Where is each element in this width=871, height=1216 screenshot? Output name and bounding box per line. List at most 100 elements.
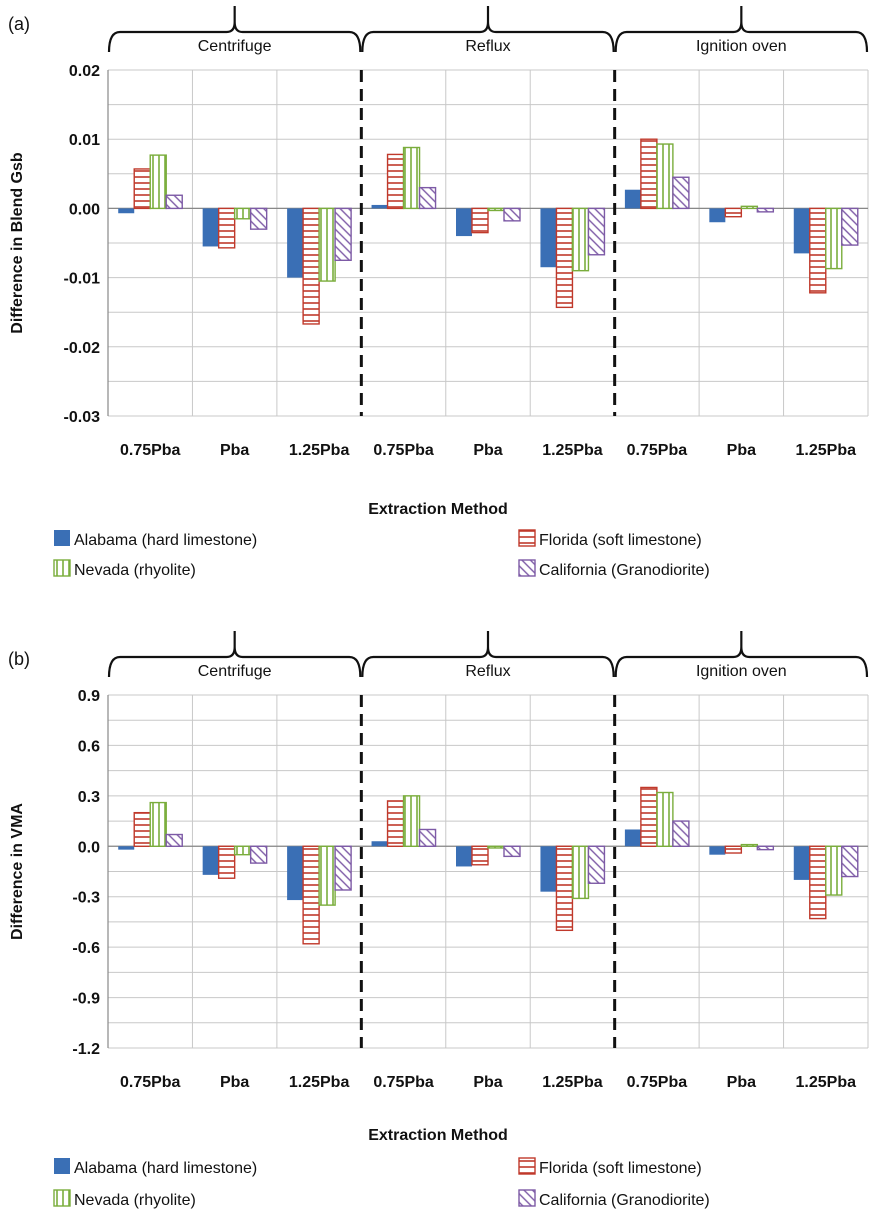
bar-florida-4 [471, 207, 489, 234]
bar-florida-5 [555, 845, 574, 932]
bar-florida-6 [640, 138, 658, 210]
group-label: Centrifuge [198, 38, 272, 55]
bar-florida-7 [724, 207, 743, 218]
bar-nevada-8 [825, 845, 843, 896]
bar-california-3 [418, 828, 437, 847]
group-label: Centrifuge [198, 663, 272, 680]
legend-swatch [518, 559, 536, 577]
panel-label: (b) [8, 649, 30, 669]
group-label: Reflux [465, 663, 510, 680]
y-tick-label: -0.3 [72, 890, 100, 907]
bar-nevada-5 [571, 845, 590, 900]
bar-alabama-7 [709, 208, 726, 223]
y-tick-label: 0.3 [78, 789, 100, 806]
bar-nevada-1 [233, 845, 252, 856]
x-tick-label: Pba [727, 442, 756, 459]
bar-florida-8 [809, 845, 827, 920]
bar-alabama-0 [118, 846, 135, 850]
y-tick-label: 0.01 [69, 132, 100, 149]
x-tick-label: Pba [473, 442, 502, 459]
bar-california-0 [165, 833, 183, 847]
bar-alabama-4 [456, 846, 472, 867]
panel-label: (a) [8, 14, 30, 34]
bar-nevada-0 [149, 154, 167, 210]
x-tick-label: 1.25Pba [542, 1074, 603, 1091]
bar-nevada-2 [318, 207, 336, 282]
bar-florida-1 [217, 845, 236, 879]
bar-florida-6 [640, 786, 658, 847]
group-label: Ignition oven [696, 663, 787, 680]
x-tick-label: Pba [220, 1074, 249, 1091]
bar-california-0 [165, 194, 183, 210]
bar-california-5 [587, 207, 606, 256]
bar-california-5 [587, 845, 606, 884]
bar-nevada-1 [233, 207, 252, 220]
bar-florida-0 [133, 811, 151, 847]
bar-nevada-3 [402, 146, 421, 210]
bar-florida-3 [386, 800, 405, 847]
bar-nevada-0 [149, 801, 167, 847]
bar-alabama-5 [540, 208, 557, 268]
x-tick-label: 1.25Pba [289, 1074, 350, 1091]
bar-nevada-6 [656, 143, 674, 210]
bar-nevada-3 [402, 795, 421, 847]
bar-florida-3 [386, 153, 405, 210]
bar-alabama-8 [793, 208, 810, 254]
x-tick-label: Pba [473, 1074, 502, 1091]
bar-nevada-5 [571, 207, 590, 272]
y-tick-label: -0.01 [64, 271, 101, 288]
bar-alabama-0 [118, 208, 135, 214]
bar-california-7 [756, 207, 775, 213]
legend-label: California (Granodiorite) [539, 562, 710, 579]
bar-california-6 [672, 820, 690, 847]
bar-california-8 [841, 207, 859, 246]
legend-swatch [518, 529, 536, 547]
bar-california-1 [249, 845, 268, 864]
x-tick-label: 0.75Pba [120, 442, 181, 459]
bar-california-2 [334, 845, 352, 891]
x-tick-label: 0.75Pba [627, 1074, 688, 1091]
bar-florida-7 [724, 845, 743, 854]
bar-nevada-7 [740, 843, 759, 847]
bar-alabama-3 [371, 204, 388, 209]
y-tick-label: 0.02 [69, 63, 100, 80]
x-tick-label: 1.25Pba [796, 1074, 857, 1091]
x-tick-label: 0.75Pba [373, 1074, 434, 1091]
bar-florida-8 [809, 207, 827, 294]
panel-b: (b) 0.9 0.6 0.3 0.0 -0.3 -0.6 -0.9 -1.2 Differenc… [8, 631, 869, 1209]
x-tick-label: 1.25Pba [542, 442, 603, 459]
x-tick-label: 0.75Pba [120, 1074, 181, 1091]
bar-alabama-6 [624, 829, 641, 847]
bar-alabama-7 [709, 846, 726, 855]
bar-florida-2 [302, 207, 320, 325]
legend-swatch [53, 559, 71, 577]
bar-alabama-1 [202, 846, 219, 875]
y-axis-label: Difference in VMA [9, 803, 26, 940]
y-tick-label: -0.02 [64, 340, 101, 357]
bar-alabama-3 [371, 841, 388, 847]
legend-swatch [518, 1189, 536, 1207]
bar-alabama-2 [287, 208, 304, 278]
bar-california-2 [334, 207, 352, 261]
bar-nevada-7 [740, 205, 759, 210]
legend-label: Nevada (rhyolite) [74, 562, 196, 579]
legend-label: Nevada (rhyolite) [74, 1192, 196, 1209]
bar-nevada-8 [825, 207, 843, 270]
y-tick-label: 0.0 [78, 839, 100, 856]
legend-swatch [54, 530, 70, 546]
x-tick-label: 0.75Pba [627, 442, 688, 459]
legend-swatch [518, 1157, 536, 1175]
legend-swatch [54, 1158, 70, 1174]
legend-label: Alabama (hard limestone) [74, 1160, 257, 1177]
bar-florida-4 [471, 845, 489, 866]
bar-alabama-4 [456, 208, 472, 237]
y-tick-label: -1.2 [72, 1041, 100, 1058]
bar-alabama-2 [287, 846, 304, 901]
legend-label: California (Granodiorite) [539, 1192, 710, 1209]
bar-california-6 [672, 176, 690, 210]
bar-florida-5 [555, 207, 574, 309]
x-axis-label: Extraction Method [368, 501, 508, 518]
bar-california-7 [756, 845, 775, 851]
bar-california-4 [503, 845, 521, 858]
